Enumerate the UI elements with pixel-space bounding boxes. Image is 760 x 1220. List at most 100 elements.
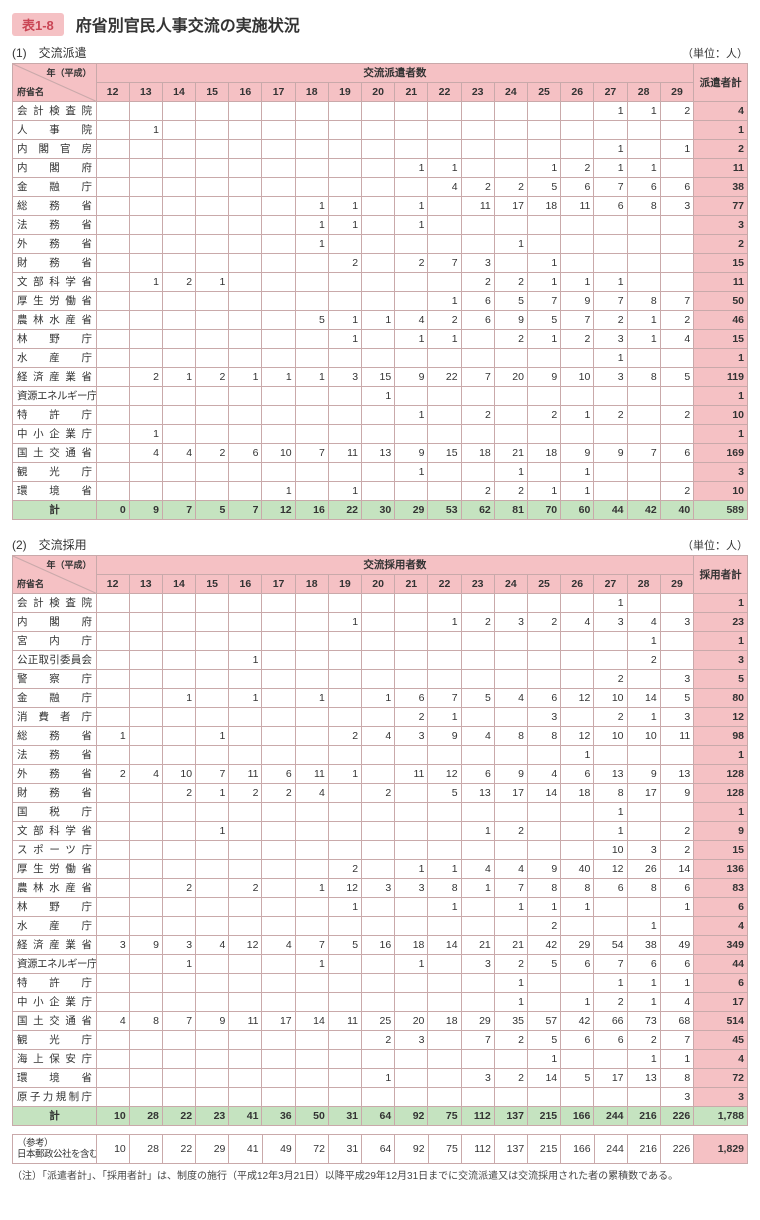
cell: 3	[395, 879, 428, 898]
cell: 1	[328, 765, 361, 784]
cell: 73	[627, 1012, 660, 1031]
cell: 2	[328, 254, 361, 273]
cell	[96, 822, 129, 841]
cell	[129, 955, 162, 974]
cell	[196, 955, 229, 974]
cell: 10	[96, 1107, 129, 1126]
cell	[395, 387, 428, 406]
cell: 3	[494, 613, 527, 632]
ministry-name: 水 産 庁	[13, 917, 97, 936]
table-row: 農林水産省22112338178868683	[13, 879, 748, 898]
ministry-name: 文部科学省	[13, 273, 97, 292]
cell	[561, 917, 594, 936]
cell	[262, 879, 295, 898]
cell	[362, 746, 395, 765]
ministry-name: 会計検査院	[13, 594, 97, 613]
cell: 1	[395, 955, 428, 974]
cell: 3	[461, 1069, 494, 1088]
cell: 1	[494, 993, 527, 1012]
cell	[162, 235, 195, 254]
cell	[494, 632, 527, 651]
cell: 3	[162, 936, 195, 955]
year-header: 16	[229, 83, 262, 102]
cell: 1	[262, 368, 295, 387]
cell: 22	[162, 1107, 195, 1126]
cell	[196, 159, 229, 178]
cell: 1	[594, 140, 627, 159]
cell	[527, 803, 560, 822]
cell	[395, 121, 428, 140]
cell	[627, 387, 660, 406]
total-label: 計	[13, 501, 97, 520]
cell: 6	[660, 178, 693, 197]
cell: 4	[129, 444, 162, 463]
cell	[129, 178, 162, 197]
cell: 2	[660, 406, 693, 425]
cell	[262, 803, 295, 822]
cell: 2	[594, 670, 627, 689]
ministry-name: 内 閣 府	[13, 613, 97, 632]
cell	[494, 406, 527, 425]
table-row: 総 務 省1111117181168377	[13, 197, 748, 216]
cell	[461, 993, 494, 1012]
cell	[295, 803, 328, 822]
cell: 13	[594, 765, 627, 784]
cell: 13	[461, 784, 494, 803]
cell	[660, 387, 693, 406]
cell: 2	[461, 273, 494, 292]
cell: 23	[196, 1107, 229, 1126]
ministry-name: 金 融 庁	[13, 689, 97, 708]
cell: 3	[395, 1031, 428, 1050]
cell	[229, 425, 262, 444]
cell: 4	[162, 444, 195, 463]
year-header: 23	[461, 575, 494, 594]
cell	[229, 594, 262, 613]
year-header: 28	[627, 575, 660, 594]
cell	[328, 463, 361, 482]
cell	[328, 974, 361, 993]
cell	[262, 254, 295, 273]
cell: 2	[229, 879, 262, 898]
cell	[461, 387, 494, 406]
cell: 1	[129, 425, 162, 444]
cell: 20	[395, 1012, 428, 1031]
cell: 64	[362, 1107, 395, 1126]
cell	[196, 993, 229, 1012]
cell	[295, 822, 328, 841]
cell: 9	[129, 501, 162, 520]
row-total: 50	[694, 292, 748, 311]
year-header: 25	[527, 575, 560, 594]
cell	[527, 632, 560, 651]
cell: 2	[594, 406, 627, 425]
cell	[362, 254, 395, 273]
ministry-name: 環 境 省	[13, 1069, 97, 1088]
cell	[362, 841, 395, 860]
cell	[162, 613, 195, 632]
cell	[96, 784, 129, 803]
cell	[162, 406, 195, 425]
cell	[196, 670, 229, 689]
cell: 5	[660, 689, 693, 708]
cell	[561, 140, 594, 159]
row-total: 3	[694, 1088, 748, 1107]
cell	[362, 1050, 395, 1069]
cell	[328, 273, 361, 292]
cell: 9	[627, 765, 660, 784]
cell	[660, 803, 693, 822]
cell: 1	[162, 689, 195, 708]
cell: 5	[295, 311, 328, 330]
year-header: 23	[461, 83, 494, 102]
year-header: 27	[594, 575, 627, 594]
cell	[561, 1088, 594, 1107]
cell	[262, 1050, 295, 1069]
cell: 16	[295, 501, 328, 520]
cell: 4	[129, 765, 162, 784]
cell	[162, 993, 195, 1012]
cell	[162, 822, 195, 841]
cell: 68	[660, 1012, 693, 1031]
cell: 6	[461, 311, 494, 330]
cell	[395, 482, 428, 501]
cell	[395, 632, 428, 651]
cell	[162, 1088, 195, 1107]
row-total: 128	[694, 765, 748, 784]
